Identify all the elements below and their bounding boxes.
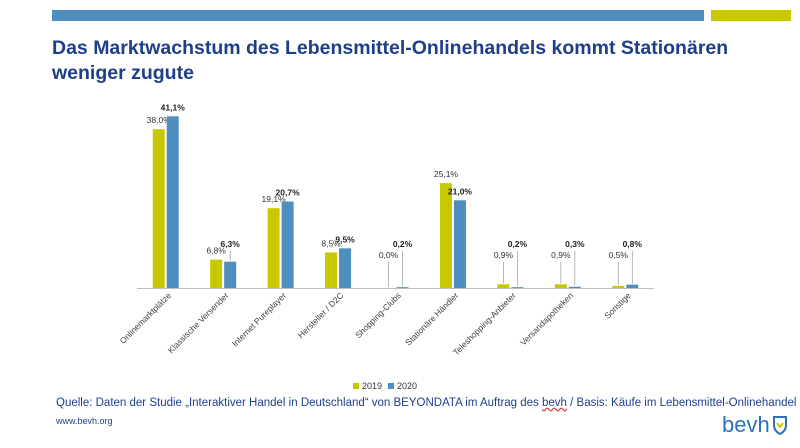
bar-2020-1 [224, 261, 237, 288]
bar-2019-6 [497, 284, 510, 288]
data-label-2020-7: 0,3% [565, 239, 585, 249]
category-label-1: Klassische Versender [166, 290, 231, 355]
data-label-2019-6: 0,9% [494, 250, 514, 260]
data-label-2020-0: 41,1% [161, 102, 186, 112]
source-prefix: Quelle: Daten der Studie „Interaktiver H… [56, 397, 543, 409]
header-stripe-blue [52, 10, 704, 21]
data-label-2019-7: 0,9% [551, 250, 571, 260]
bar-2019-2 [267, 208, 280, 288]
source-bevh: bevh [542, 397, 567, 409]
data-label-2019-2: 19,1% [262, 194, 287, 204]
bar-2020-8 [626, 284, 639, 288]
bar-2020-4 [396, 287, 409, 288]
category-label-4: Shopping-Clubs [353, 290, 403, 340]
category-label-7: Versandapotheken [518, 290, 575, 347]
category-label-5: Stationäre Händler [403, 290, 460, 347]
category-label-6: Teleshopping-Anbieter [451, 290, 518, 357]
data-label-2019-5: 25,1% [434, 169, 459, 179]
data-label-2020-8: 0,8% [623, 239, 643, 249]
data-label-2020-2: 20,7% [276, 188, 301, 198]
data-label-2020-1: 6,3% [220, 239, 240, 249]
bar-2019-7 [554, 284, 567, 288]
data-label-2020-3: 9,5% [335, 234, 355, 244]
legend-item-2020: 2020 [388, 381, 417, 391]
data-label-2019-3: 8,5% [321, 238, 341, 248]
data-label-2020-5: 21,0% [448, 186, 473, 196]
bar-2019-1 [210, 259, 223, 288]
bar-2019-8 [612, 285, 625, 288]
bar-2020-5 [453, 200, 466, 288]
legend-label-2019: 2019 [362, 381, 383, 391]
footer-url: www.bevh.org [56, 416, 113, 426]
data-label-2020-6: 0,2% [508, 239, 528, 249]
bar-2020-7 [568, 286, 581, 288]
legend-label-2020: 2020 [397, 381, 418, 391]
source-suffix: / Basis: Käufe im Lebensmittel-Onlinehan… [566, 397, 797, 409]
category-label-3: Hersteller / D2C [296, 290, 346, 340]
data-label-2019-0: 38,0% [147, 115, 172, 125]
source-note: Quelle: Daten der Studie „Interaktiver H… [56, 397, 796, 409]
bevh-logo: bevh [722, 412, 788, 438]
page-title: Das Marktwachstum des Lebensmittel-Onlin… [52, 37, 729, 84]
shield-icon [772, 416, 787, 435]
category-label-2: Internet Pureplayer [230, 290, 288, 348]
bar-2019-3 [325, 252, 338, 288]
category-label-8: Sonstige [602, 290, 633, 321]
chart-legend: 2019 2020 [353, 381, 423, 391]
legend-item-2019: 2019 [353, 381, 382, 391]
data-label-2019-4: 0,0% [379, 250, 399, 260]
bar-2019-5 [439, 183, 452, 288]
data-label-2020-4: 0,2% [393, 239, 413, 249]
bar-2019-0 [152, 129, 165, 288]
header-stripe-green [711, 10, 791, 21]
legend-swatch-2019 [353, 383, 359, 389]
bar-2020-2 [281, 201, 294, 288]
bar-2020-0 [166, 116, 179, 288]
legend-swatch-2020 [388, 383, 395, 389]
data-label-2019-1: 6,8% [206, 246, 226, 256]
bar-2020-3 [339, 248, 352, 288]
bar-2020-6 [511, 287, 524, 288]
category-label-0: Onlinemarktplätze [118, 290, 174, 346]
logo-text: bevh [722, 412, 770, 437]
data-label-2019-8: 0,5% [609, 250, 629, 260]
